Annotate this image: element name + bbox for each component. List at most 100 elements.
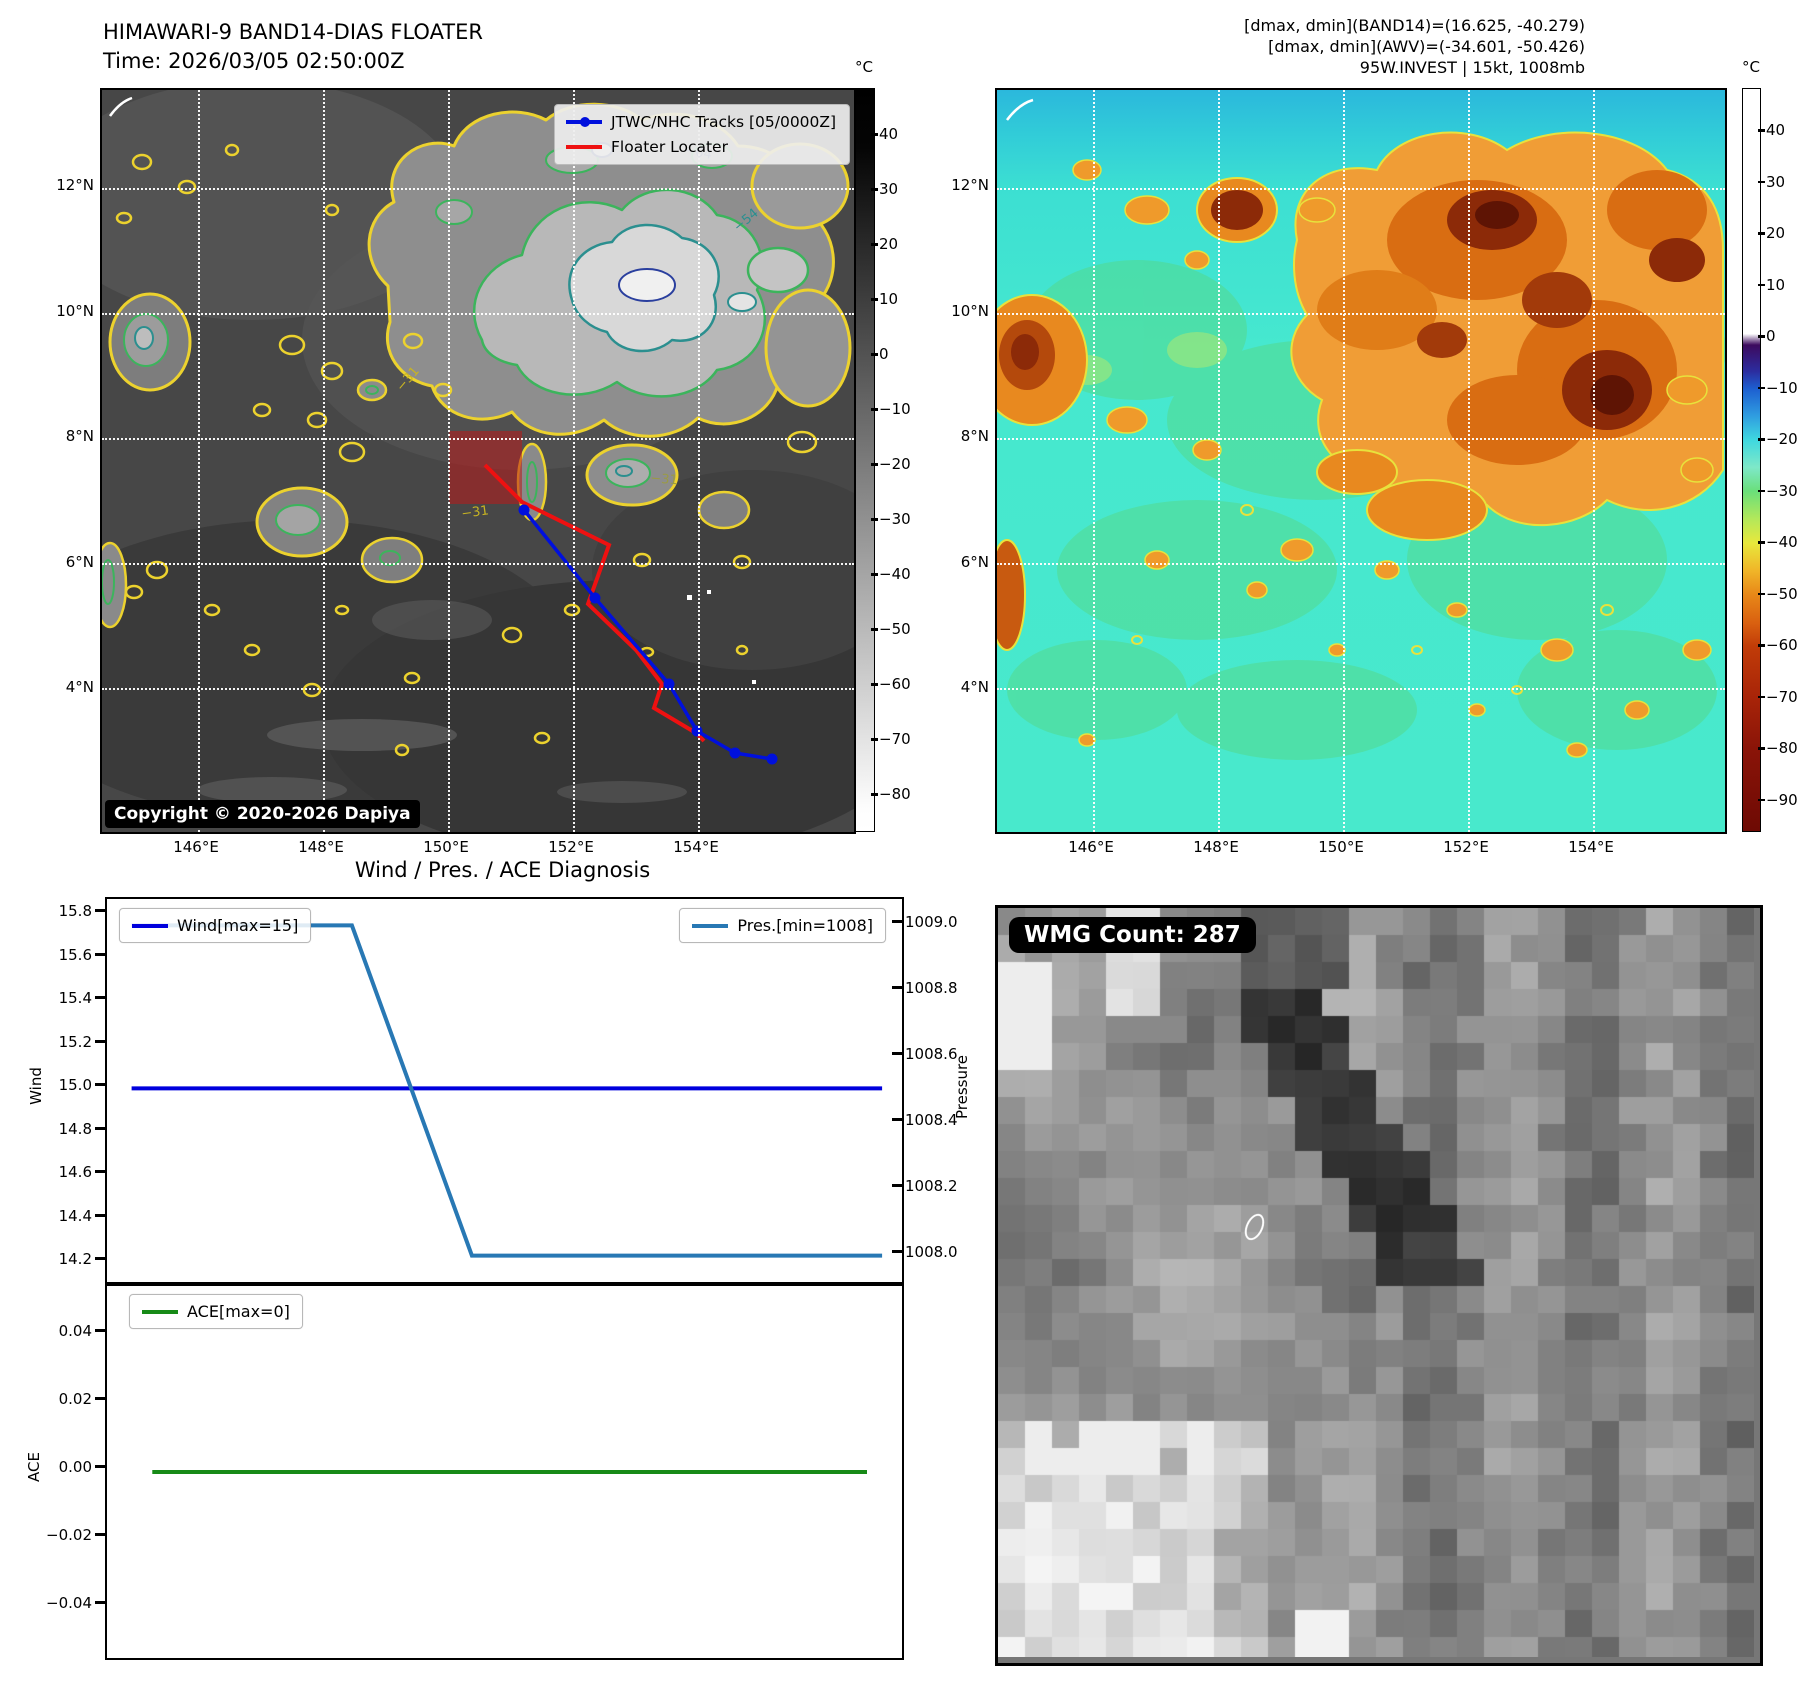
awv-header-line-3: 95W.INVEST | 15kt, 1008mb bbox=[1359, 58, 1585, 77]
tick-label: 10 bbox=[871, 290, 929, 308]
track-dot-swatch bbox=[579, 117, 590, 128]
series-line bbox=[131, 923, 883, 1258]
tick-label: 146°E bbox=[1068, 838, 1114, 856]
band14-colorbar-unit: °C bbox=[855, 58, 873, 76]
tick-label: −30 bbox=[871, 510, 929, 528]
tick-label: −40 bbox=[871, 565, 929, 583]
tick-label: −10 bbox=[871, 400, 929, 418]
awv-colorbar bbox=[1742, 88, 1761, 832]
pressure-legend: Pres.[min=1008] bbox=[679, 908, 886, 943]
floater-track-line bbox=[483, 463, 706, 743]
tick-label: 40 bbox=[1758, 121, 1811, 139]
awv-header-line-2: [dmax, dmin](AWV)=(-34.601, -50.426) bbox=[1268, 37, 1585, 56]
tick-label: 15.2 bbox=[30, 1033, 105, 1051]
band14-lon-axis: 146°E 148°E 150°E 152°E 154°E bbox=[164, 838, 728, 856]
tick-label: 154°E bbox=[673, 838, 719, 856]
tick-label: −90 bbox=[1758, 791, 1811, 809]
tick-label: 10°N bbox=[56, 301, 94, 320]
awv-lat-axis: 12°N 10°N 8°N 6°N 4°N bbox=[931, 176, 989, 696]
tick-label: 0.02 bbox=[30, 1390, 105, 1408]
band14-satellite-image: −31 −31 −31 −54 −64 bbox=[102, 90, 854, 832]
wind-pressure-plot-lines bbox=[131, 923, 883, 1258]
tick-label: −70 bbox=[1758, 688, 1811, 706]
diagnosis-chart-title: Wind / Pres. / ACE Diagnosis bbox=[354, 858, 651, 882]
tick-label: 10 bbox=[1758, 276, 1811, 294]
tick-label: 14.4 bbox=[30, 1207, 105, 1225]
ace-axis-ticks: 0.04 0.02 0.00 −0.02 −0.04 bbox=[30, 1322, 105, 1612]
ace-plot-lines bbox=[152, 1470, 867, 1474]
floater-line-swatch bbox=[566, 145, 602, 149]
coastline bbox=[1006, 98, 1034, 121]
tick-label: 146°E bbox=[173, 838, 219, 856]
tick-label: 15.4 bbox=[30, 989, 105, 1007]
tick-label: 150°E bbox=[423, 838, 469, 856]
band14-colorbar-ticks: 40 30 20 10 0 −10 −20 −30 −40 −50 −60 −70 −80 bbox=[871, 125, 929, 803]
tick-label: 20 bbox=[871, 235, 929, 253]
band14-lat-axis: 12°N 10°N 8°N 6°N 4°N bbox=[36, 176, 94, 696]
tick-label: 0 bbox=[1758, 327, 1811, 345]
band14-title-block: HIMAWARI-9 BAND14-DIAS FLOATER Time: 202… bbox=[103, 18, 483, 76]
tick-label: 0.04 bbox=[30, 1322, 105, 1340]
wmg-panel: WMG Count: 287 bbox=[995, 905, 1763, 1666]
tick-label: 8°N bbox=[65, 427, 94, 445]
ace-legend: ACE[max=0] bbox=[129, 1294, 303, 1329]
wmg-image bbox=[998, 908, 1754, 1657]
awv-header-block: [dmax, dmin](BAND14)=(16.625, -40.279) [… bbox=[1000, 15, 1585, 78]
tick-label: 8°N bbox=[960, 427, 989, 445]
ace-axis-label: ACE bbox=[25, 1452, 43, 1482]
pressure-axis-ticks: 1009.0 1008.8 1008.6 1008.4 1008.2 1008.0 bbox=[892, 913, 967, 1261]
tick-label: 1009.0 bbox=[892, 913, 967, 931]
awv-map bbox=[995, 88, 1727, 834]
pressure-axis-label: Pressure bbox=[953, 1054, 971, 1120]
tick-label: −80 bbox=[1758, 739, 1811, 757]
wind-pressure-plot: Wind[max=15] Pres.[min=1008] bbox=[105, 897, 904, 1284]
pressure-line-swatch bbox=[692, 923, 729, 928]
tick-label: 12°N bbox=[56, 176, 94, 194]
wind-line-swatch bbox=[132, 923, 168, 928]
tick-label: −80 bbox=[871, 785, 929, 803]
band14-title: HIMAWARI-9 BAND14-DIAS FLOATER bbox=[103, 20, 483, 44]
tick-label: 6°N bbox=[65, 552, 94, 571]
tick-label: −60 bbox=[871, 675, 929, 693]
legend-item-floater: Floater Locater bbox=[566, 138, 838, 156]
cloud-contours-group bbox=[102, 102, 852, 757]
tick-label: −0.04 bbox=[30, 1594, 105, 1612]
tick-label: 148°E bbox=[1193, 838, 1239, 856]
track-line-swatch bbox=[566, 117, 602, 128]
tick-label: −60 bbox=[1758, 636, 1811, 654]
tick-label: 0.00 bbox=[30, 1458, 105, 1476]
tick-label: 6°N bbox=[960, 552, 989, 571]
jtwc-track-line bbox=[522, 508, 773, 761]
pressure-legend-label: Pres.[min=1008] bbox=[737, 916, 873, 935]
tick-label: 14.6 bbox=[30, 1163, 105, 1181]
tick-label: 1008.4 bbox=[892, 1111, 967, 1129]
tick-label: 40 bbox=[871, 125, 929, 143]
wind-legend: Wind[max=15] bbox=[119, 908, 312, 943]
tick-label: 1008.6 bbox=[892, 1045, 967, 1063]
contour-label: −31 bbox=[460, 503, 489, 522]
tick-label: 15.6 bbox=[30, 946, 105, 964]
tick-label: −40 bbox=[1758, 533, 1811, 551]
awv-header-line-1: [dmax, dmin](BAND14)=(16.625, -40.279) bbox=[1244, 16, 1585, 35]
tick-label: −30 bbox=[1758, 482, 1811, 500]
tick-label: 1008.0 bbox=[892, 1243, 967, 1261]
tick-label: 148°E bbox=[298, 838, 344, 856]
tick-label: −20 bbox=[1758, 430, 1811, 448]
tick-label: 30 bbox=[871, 180, 929, 198]
tick-label: 1008.8 bbox=[892, 979, 967, 997]
tick-label: 14.8 bbox=[30, 1120, 105, 1138]
awv-colorbar-unit: °C bbox=[1742, 58, 1760, 76]
tick-label: −50 bbox=[871, 620, 929, 638]
tick-label: 10°N bbox=[951, 301, 989, 320]
tick-label: 152°E bbox=[1443, 838, 1489, 856]
tick-label: 4°N bbox=[65, 678, 94, 696]
tick-label: 150°E bbox=[1318, 838, 1364, 856]
band14-map: −31 −31 −31 −54 −64 bbox=[100, 88, 856, 834]
tick-label: 1008.2 bbox=[892, 1177, 967, 1195]
legend-item-tracks: JTWC/NHC Tracks [05/0000Z] bbox=[566, 113, 838, 131]
tick-label: 20 bbox=[1758, 224, 1811, 242]
tick-label: 30 bbox=[1758, 173, 1811, 191]
legend-floater-label: Floater Locater bbox=[611, 138, 728, 156]
tick-label: 152°E bbox=[548, 838, 594, 856]
